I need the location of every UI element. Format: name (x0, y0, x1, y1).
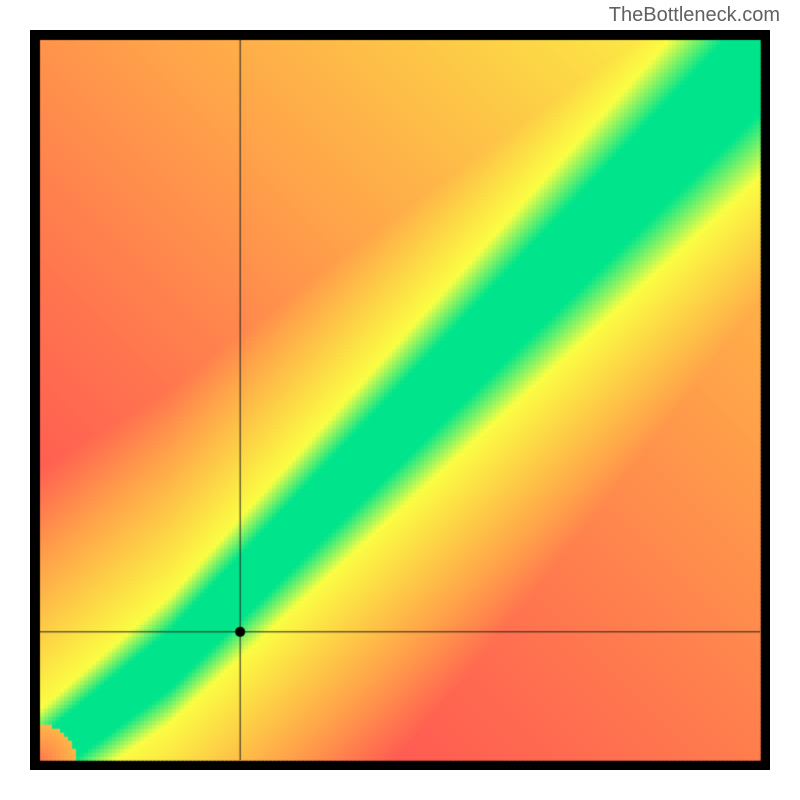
watermark-text: TheBottleneck.com (609, 4, 780, 27)
heatmap-canvas (30, 30, 770, 770)
chart-container: TheBottleneck.com (0, 0, 800, 800)
heatmap-plot (30, 30, 770, 770)
